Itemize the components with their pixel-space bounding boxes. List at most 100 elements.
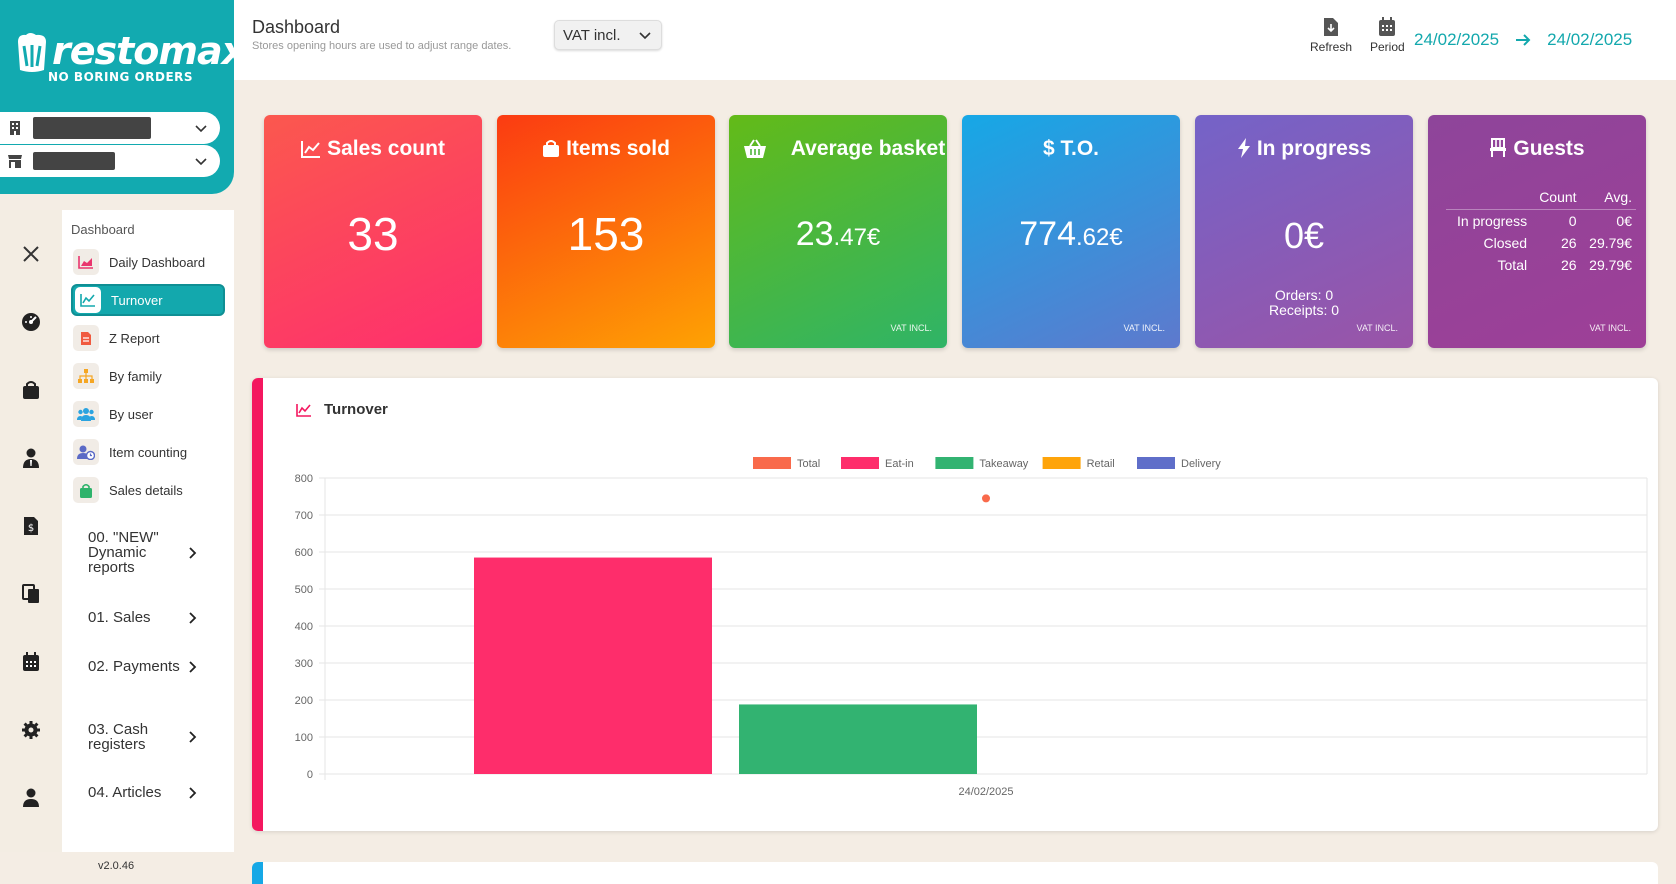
chevron-right-icon <box>189 786 197 799</box>
app-version: v2.0.46 <box>98 860 135 872</box>
nav-group-articles[interactable]: 04. Articles <box>88 785 198 800</box>
dashboard-gauge-icon[interactable] <box>19 310 43 334</box>
kpi-items-sold: Items sold 153 <box>497 115 715 348</box>
shopping-bag-icon[interactable] <box>19 378 43 402</box>
brand-panel: restomax NO BORING ORDERS <box>0 0 246 194</box>
line-chart-icon <box>296 403 311 417</box>
table-row: In progress 0 0€ <box>1446 210 1636 233</box>
y-tick-label: 700 <box>295 510 313 522</box>
users-icon <box>73 401 99 427</box>
date-from: 24/02/2025 <box>1414 30 1500 49</box>
kpi-title: In progress <box>1195 137 1413 161</box>
file-download-icon <box>1324 18 1339 36</box>
refresh-button[interactable]: Refresh <box>1310 17 1352 54</box>
chevron-down-icon <box>639 32 651 40</box>
restomax-logo[interactable]: restomax NO BORING ORDERS <box>14 28 246 84</box>
vat-note: VAT INCL. <box>1589 323 1631 333</box>
copy-documents-icon[interactable] <box>19 582 43 606</box>
nav-item-sales-details[interactable]: Sales details <box>71 474 225 506</box>
legend-label: Retail <box>1087 458 1115 470</box>
nav-item-label: Turnover <box>111 292 163 308</box>
legend-swatch <box>1137 457 1175 469</box>
panel-title-text: Turnover <box>324 401 388 418</box>
kpi-title-text: Guests <box>1513 137 1585 160</box>
kpi-value: 0€ <box>1283 215 1325 256</box>
vat-note: VAT INCL. <box>1356 323 1398 333</box>
row-count: 0 <box>1568 213 1577 229</box>
settings-gear-icon[interactable] <box>19 718 43 742</box>
nav-item-by-family[interactable]: By family <box>71 360 225 392</box>
kpi-extra: Orders: 0 Receipts: 0 <box>1195 288 1413 318</box>
nav-item-label: By family <box>109 368 162 384</box>
nav-item-z-report[interactable]: Z Report <box>71 322 225 354</box>
guests-table-header: Count Avg. <box>1446 187 1636 210</box>
y-tick-label: 0 <box>307 769 313 781</box>
bolt-icon <box>1237 138 1250 158</box>
row-avg: 29.79€ <box>1589 257 1632 273</box>
nav-group-cash-registers[interactable]: 03. Cash registers <box>88 722 198 752</box>
kpi-value: 774.62€ <box>962 215 1180 254</box>
store-select[interactable] <box>0 145 220 177</box>
basket-icon <box>744 139 766 158</box>
calendar-icon[interactable] <box>19 650 43 674</box>
y-tick-label: 300 <box>295 658 313 670</box>
page-title: Dashboard <box>252 17 341 37</box>
nav-group-dynamic-reports[interactable]: 00. "NEW" Dynamic reports <box>88 530 198 575</box>
kpi-title-text: Sales count <box>327 137 445 160</box>
period-button[interactable]: Period <box>1370 17 1405 54</box>
user-clock-icon <box>73 439 99 465</box>
legend-label: Eat-in <box>885 458 914 470</box>
secondary-panel <box>252 862 1658 884</box>
sitemap-icon <box>73 363 99 389</box>
y-tick-label: 800 <box>295 473 313 485</box>
nav-heading: Dashboard <box>71 222 135 237</box>
chevron-right-icon <box>189 546 197 559</box>
vat-select[interactable]: VAT incl. <box>554 20 662 50</box>
nav-panel: Dashboard Daily Dashboard Turnover Z Rep… <box>62 210 234 852</box>
kpi-value: 33 <box>347 208 399 260</box>
table-row: Total 26 29.79€ <box>1446 254 1636 276</box>
legend-swatch <box>935 457 974 469</box>
y-tick-label: 400 <box>295 621 313 633</box>
refresh-label: Refresh <box>1310 40 1353 54</box>
legend-swatch <box>1042 457 1081 469</box>
nav-item-label: Item counting <box>109 444 188 460</box>
nav-group-label: 01. Sales <box>88 609 151 626</box>
user-tie-icon[interactable] <box>19 446 43 470</box>
kpi-title-text: Average basket <box>790 137 946 160</box>
nav-item-by-user[interactable]: By user <box>71 398 225 430</box>
turnover-chart: 0 100 200 300 400 500 600 700 800 Total Eat-in Take… <box>295 457 1648 798</box>
kpi-title-text: Items sold <box>566 137 670 160</box>
chevron-down-icon <box>195 158 207 166</box>
nav-group-payments[interactable]: 02. Payments <box>88 659 198 674</box>
kpi-value-int: 774 <box>1019 215 1076 253</box>
legend-label: Takeaway <box>979 458 1028 470</box>
icon-rail: $ <box>0 210 62 852</box>
close-icon[interactable] <box>19 242 43 266</box>
calendar-icon <box>1379 17 1396 36</box>
invoice-dollar-icon[interactable]: $ <box>19 514 43 538</box>
nav-group-sales[interactable]: 01. Sales <box>88 610 198 625</box>
nav-item-daily-dashboard[interactable]: Daily Dashboard <box>71 246 225 278</box>
x-tick-label: 24/02/2025 <box>958 786 1013 798</box>
date-range[interactable]: 24/02/2025 24/02/2025 <box>1414 30 1632 50</box>
kpi-title-text: In progress <box>1256 137 1372 160</box>
nav-group-label: 03. Cash registers <box>88 721 149 753</box>
user-profile-icon[interactable] <box>19 786 43 810</box>
row-count: 26 <box>1560 257 1577 273</box>
vat-note: VAT INCL. <box>890 323 932 333</box>
row-avg: 0€ <box>1616 213 1632 229</box>
nav-item-item-counting[interactable]: Item counting <box>71 436 225 468</box>
svg-text:$: $ <box>28 523 34 534</box>
nav-item-turnover[interactable]: Turnover <box>71 284 225 316</box>
table-row: Closed 26 29.79€ <box>1446 232 1636 254</box>
guests-table: Count Avg. In progress 0 0€ Closed 26 29… <box>1446 187 1636 276</box>
y-tick-label: 600 <box>295 547 313 559</box>
legend-swatch <box>753 457 791 469</box>
logo-text: restomax <box>52 29 246 73</box>
turnover-panel: Turnover 0 100 200 300 400 500 600 700 800 Total E… <box>252 378 1658 831</box>
organization-select[interactable] <box>0 112 220 144</box>
y-tick-label: 100 <box>295 732 313 744</box>
organization-name-redacted <box>33 117 151 139</box>
